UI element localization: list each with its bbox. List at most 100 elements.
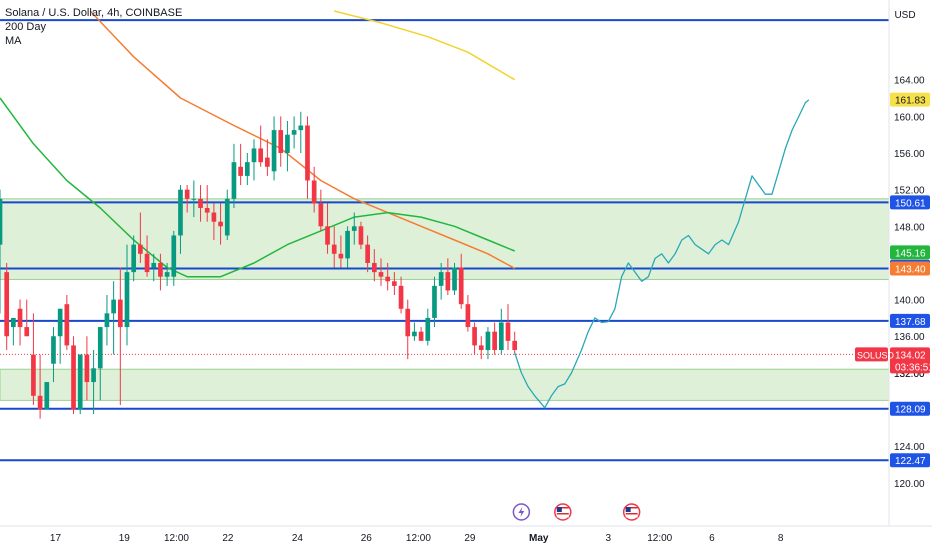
- price-label-text: 122.47: [895, 456, 926, 467]
- candle-body: [164, 272, 170, 277]
- candle-body: [378, 272, 384, 277]
- candle-body: [64, 304, 70, 346]
- price-label-blue: [890, 401, 930, 416]
- candle-body: [84, 354, 90, 383]
- candle-body: [111, 299, 116, 314]
- candle-body: [97, 327, 103, 369]
- candle-body: [338, 253, 344, 259]
- x-tick-label: 8: [778, 533, 784, 544]
- candle-body: [77, 354, 83, 410]
- candle-body: [31, 354, 36, 396]
- candle-body: [204, 207, 210, 213]
- symbol-label-bg: [855, 347, 888, 362]
- candle-body: [258, 148, 264, 163]
- support-zone: [0, 368, 890, 401]
- price-label-blue: [890, 195, 930, 210]
- candle-body: [305, 125, 310, 181]
- candle-body: [465, 304, 471, 328]
- candle-body: [184, 189, 190, 199]
- candle-body: [198, 198, 203, 208]
- candle-body: [291, 130, 297, 135]
- x-tick-label: 3: [605, 533, 611, 544]
- candle-body: [385, 276, 391, 282]
- candle-body: [371, 262, 377, 273]
- price-label-text: 161.83: [895, 96, 926, 107]
- candle-body: [37, 395, 43, 410]
- candle-body: [425, 317, 431, 341]
- price-label-text: 128.09: [895, 405, 926, 416]
- candle-body: [251, 148, 257, 163]
- flag-stripe: [556, 513, 569, 515]
- candle-body: [4, 272, 10, 337]
- candle-body: [124, 272, 130, 328]
- y-tick-label: 156.00: [894, 149, 925, 160]
- candle-body: [498, 322, 504, 350]
- candle-body: [11, 317, 16, 328]
- candle-body: [405, 308, 411, 337]
- x-tick-label: 12:00: [164, 533, 189, 544]
- candle-body: [472, 327, 477, 346]
- candle-body: [478, 345, 484, 350]
- candle-body: [345, 230, 350, 259]
- y-tick-label: 140.00: [894, 296, 925, 307]
- candle-body: [178, 189, 183, 236]
- price-label-countdown: 03:36:51: [895, 362, 932, 373]
- x-tick-label: 12:00: [406, 533, 431, 544]
- y-tick-label: 124.00: [894, 442, 925, 453]
- candle-body: [51, 336, 56, 364]
- candle-body: [138, 244, 143, 254]
- candle-body: [0, 198, 3, 245]
- candle-body: [171, 235, 177, 277]
- x-tick-label: 29: [464, 533, 476, 544]
- candle-body: [71, 345, 76, 410]
- currency-label: USD: [894, 10, 915, 21]
- candle-body: [432, 285, 437, 318]
- flag-stripe: [556, 507, 569, 509]
- x-tick-label: May: [529, 533, 549, 544]
- projection-path: [514, 99, 810, 409]
- candle-body: [17, 308, 23, 328]
- price-label-green: [890, 245, 930, 260]
- candle-body: [318, 203, 324, 227]
- candle-body: [298, 125, 304, 131]
- candle-body: [224, 198, 230, 236]
- y-tick-label: 164.00: [894, 76, 925, 87]
- candle-body: [452, 267, 457, 291]
- candle-body: [351, 226, 357, 231]
- candle-body: [492, 331, 497, 350]
- candle-body: [151, 262, 157, 268]
- y-tick-label: 160.00: [894, 112, 925, 123]
- candle-body: [131, 244, 137, 273]
- flag-stripe: [625, 507, 638, 509]
- chart-legend: Solana / U.S. Dollar, 4h, COINBASE 200 D…: [5, 6, 182, 48]
- candle-body: [238, 166, 243, 176]
- x-tick-label: 22: [222, 533, 234, 544]
- candle-body: [104, 313, 110, 328]
- candle-body: [365, 244, 370, 263]
- candle-body: [392, 281, 397, 286]
- candle-body: [398, 285, 404, 309]
- candle-body: [311, 180, 317, 204]
- candle-body: [211, 212, 217, 222]
- flag-stripe: [625, 516, 638, 518]
- indicator-type: MA: [5, 35, 22, 47]
- y-tick-label: 120.00: [894, 479, 925, 490]
- price-label-blue: [890, 313, 930, 328]
- x-tick-label: 17: [50, 533, 62, 544]
- candle-body: [231, 162, 237, 199]
- ma-yellow-line: [334, 10, 516, 81]
- price-label-red: [890, 347, 930, 374]
- candle-body: [44, 382, 50, 410]
- candle-body: [191, 198, 197, 200]
- candle-body: [144, 253, 150, 273]
- flag-canton: [556, 507, 562, 512]
- candle-body: [412, 331, 417, 337]
- ma-green-line: [0, 97, 515, 278]
- price-label-text: 137.68: [895, 317, 926, 328]
- flag-stripe: [625, 513, 638, 515]
- x-tick-label: 24: [292, 533, 304, 544]
- flag-stripe: [556, 516, 569, 518]
- y-tick-label: 152.00: [894, 186, 925, 197]
